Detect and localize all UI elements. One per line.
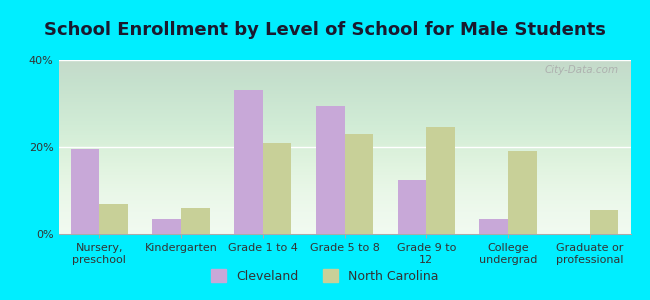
Bar [426,128,455,234]
Legend: Cleveland, North Carolina: Cleveland, North Carolina [206,264,444,288]
Bar [71,149,99,234]
Bar [316,106,344,234]
Bar [263,143,291,234]
Bar [590,210,618,234]
Bar [508,152,536,234]
Bar [234,91,263,234]
Bar [99,203,128,234]
Text: School Enrollment by Level of School for Male Students: School Enrollment by Level of School for… [44,21,606,39]
Bar [479,219,508,234]
Bar [398,180,426,234]
Bar [181,208,210,234]
Bar [344,134,373,234]
Bar [153,219,181,234]
Text: City-Data.com: City-Data.com [545,65,619,75]
